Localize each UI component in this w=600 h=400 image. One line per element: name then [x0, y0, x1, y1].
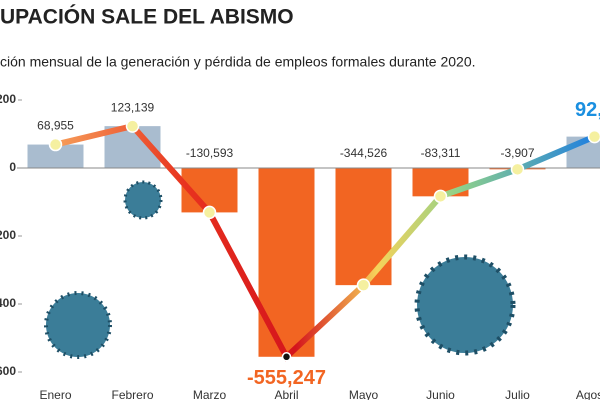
- x-tick-label: Agosto: [576, 388, 600, 400]
- y-tick-label: 600: [0, 364, 16, 378]
- point: [433, 189, 448, 204]
- point: [510, 162, 525, 177]
- x-tick-label: Febrero: [111, 388, 153, 400]
- y-tick-label: 200: [0, 228, 16, 242]
- bar: [258, 168, 315, 357]
- value-label: -344,526: [340, 146, 388, 160]
- x-tick-label: Mayo: [349, 388, 379, 400]
- chart-title: UPACIÓN SALE DEL ABISMO: [0, 5, 294, 29]
- y-tick-label: 400: [0, 296, 16, 310]
- x-tick-label: Enero: [39, 388, 71, 400]
- bar: [27, 144, 84, 168]
- y-tick-label: 0: [9, 160, 16, 174]
- y-tick-label: 200: [0, 92, 16, 106]
- point: [587, 129, 600, 144]
- value-label: 123,139: [111, 100, 155, 114]
- value-label: -555,247: [247, 367, 326, 389]
- point: [48, 137, 63, 152]
- chart-subtitle: ción mensual de la generación y pérdida …: [0, 54, 476, 70]
- x-tick-label: Marzo: [193, 388, 227, 400]
- trend-line: [52, 122, 598, 362]
- value-label: -3,907: [500, 146, 534, 160]
- bar: [335, 168, 392, 286]
- value-label: -130,593: [186, 146, 234, 160]
- point: [202, 205, 217, 220]
- x-tick-label: Julio: [505, 388, 530, 400]
- x-tick-label: Abril: [274, 388, 298, 400]
- point: [281, 352, 292, 362]
- point: [356, 278, 371, 292]
- point: [125, 119, 140, 133]
- value-label: -83,311: [421, 146, 461, 160]
- decoration: [44, 180, 516, 359]
- value-label: 68,955: [37, 119, 74, 133]
- value-label: 92,3: [575, 99, 600, 121]
- x-tick-label: Junio: [426, 388, 455, 400]
